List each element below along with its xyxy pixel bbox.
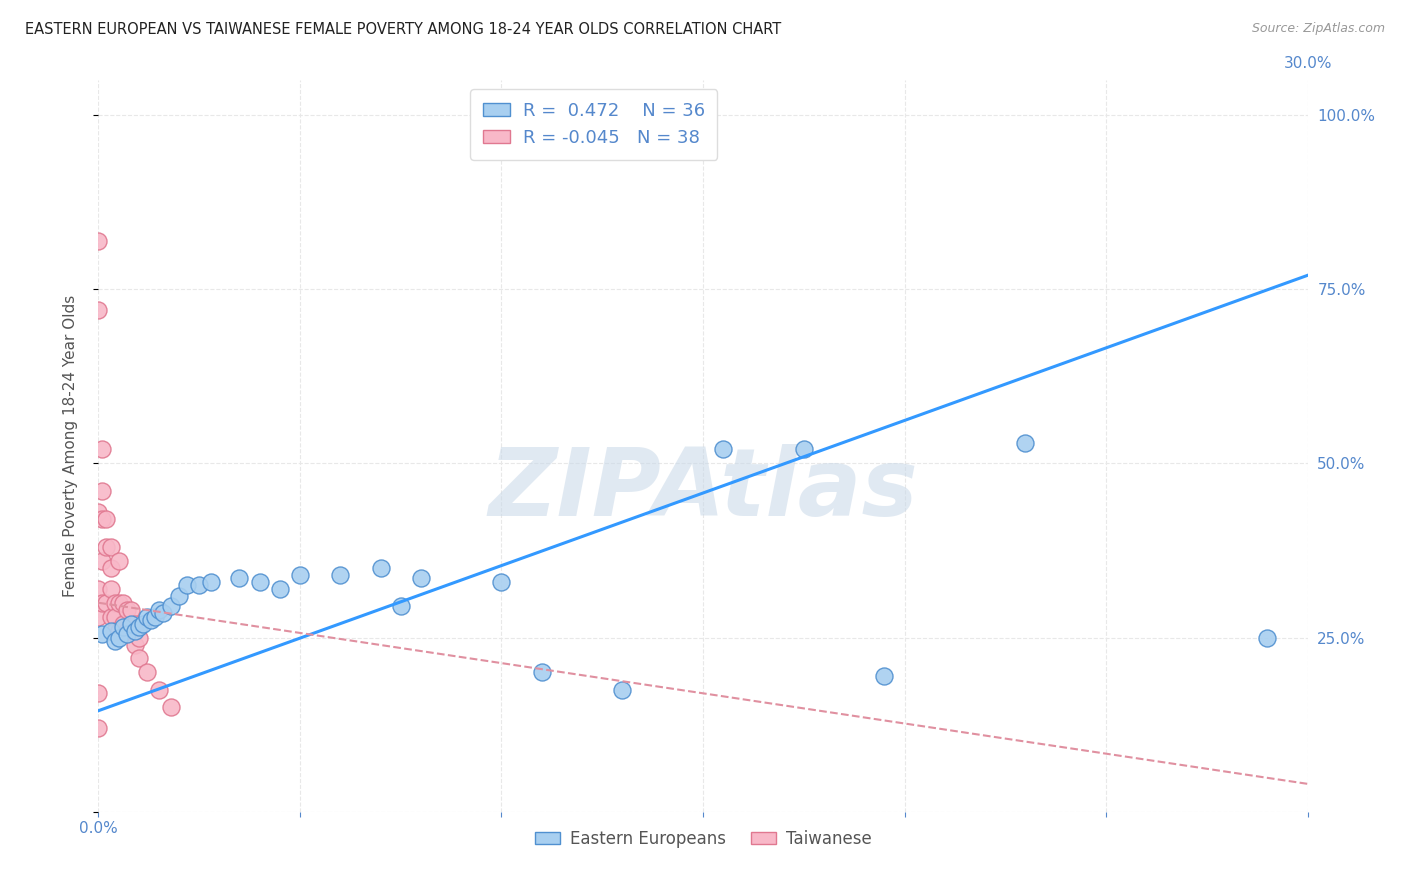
- Point: [107, 596, 129, 610]
- Point: [389, 599, 412, 614]
- Point: [1256, 631, 1278, 645]
- Point: [160, 599, 183, 614]
- Point: [120, 624, 142, 638]
- Point: [100, 561, 122, 575]
- Point: [128, 631, 150, 645]
- Point: [124, 624, 146, 638]
- Point: [91, 484, 114, 499]
- Point: [148, 603, 170, 617]
- Point: [107, 554, 129, 568]
- Point: [135, 665, 157, 680]
- Point: [176, 578, 198, 592]
- Point: [135, 609, 157, 624]
- Point: [111, 596, 134, 610]
- Point: [711, 442, 734, 457]
- Point: [100, 609, 122, 624]
- Point: [103, 596, 125, 610]
- Point: [96, 512, 118, 526]
- Point: [100, 540, 122, 554]
- Point: [107, 624, 129, 638]
- Point: [87, 582, 110, 596]
- Point: [96, 596, 118, 610]
- Point: [612, 682, 634, 697]
- Point: [120, 603, 142, 617]
- Point: [1014, 435, 1036, 450]
- Point: [148, 682, 170, 697]
- Point: [103, 624, 125, 638]
- Text: ZIPAtlas: ZIPAtlas: [488, 444, 918, 536]
- Point: [188, 578, 211, 592]
- Point: [100, 624, 122, 638]
- Point: [167, 589, 190, 603]
- Text: Source: ZipAtlas.com: Source: ZipAtlas.com: [1251, 22, 1385, 36]
- Point: [228, 571, 250, 585]
- Point: [269, 582, 291, 596]
- Text: EASTERN EUROPEAN VS TAIWANESE FEMALE POVERTY AMONG 18-24 YEAR OLDS CORRELATION C: EASTERN EUROPEAN VS TAIWANESE FEMALE POV…: [25, 22, 782, 37]
- Point: [329, 567, 352, 582]
- Point: [115, 603, 138, 617]
- Point: [873, 669, 896, 683]
- Point: [91, 596, 114, 610]
- Point: [132, 616, 155, 631]
- Point: [200, 574, 222, 589]
- Point: [111, 620, 134, 634]
- Point: [91, 512, 114, 526]
- Point: [87, 721, 110, 735]
- Point: [87, 234, 110, 248]
- Point: [288, 567, 311, 582]
- Point: [115, 624, 138, 638]
- Point: [793, 442, 815, 457]
- Point: [87, 609, 110, 624]
- Point: [143, 609, 166, 624]
- Point: [139, 613, 162, 627]
- Point: [128, 651, 150, 665]
- Point: [91, 554, 114, 568]
- Point: [87, 686, 110, 700]
- Point: [107, 631, 129, 645]
- Point: [152, 606, 174, 620]
- Point: [87, 303, 110, 318]
- Point: [120, 616, 142, 631]
- Y-axis label: Female Poverty Among 18-24 Year Olds: Female Poverty Among 18-24 Year Olds: [63, 295, 77, 597]
- Point: [370, 561, 392, 575]
- Legend: Eastern Europeans, Taiwanese: Eastern Europeans, Taiwanese: [529, 823, 877, 855]
- Point: [249, 574, 271, 589]
- Point: [530, 665, 553, 680]
- Point: [160, 700, 183, 714]
- Point: [100, 582, 122, 596]
- Point: [124, 638, 146, 652]
- Point: [91, 627, 114, 641]
- Point: [103, 609, 125, 624]
- Point: [115, 627, 138, 641]
- Point: [409, 571, 432, 585]
- Point: [124, 616, 146, 631]
- Point: [128, 620, 150, 634]
- Point: [491, 574, 513, 589]
- Point: [111, 616, 134, 631]
- Point: [96, 540, 118, 554]
- Point: [91, 442, 114, 457]
- Point: [87, 505, 110, 519]
- Point: [103, 634, 125, 648]
